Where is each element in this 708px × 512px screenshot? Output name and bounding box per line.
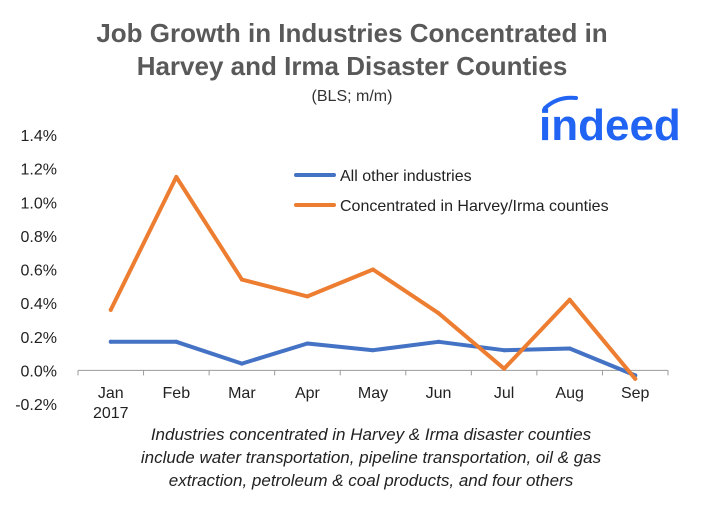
note-line-3: extraction, petroleum & coal products, a…	[169, 471, 574, 490]
chart-title-line-1: Job Growth in Industries Concentrated in	[96, 18, 607, 48]
series-2-point	[502, 366, 507, 371]
x-tick-label: Aug	[555, 385, 583, 402]
x-axis: Jan 2017 Feb Mar Apr May Jun Jul Aug Sep	[77, 370, 669, 422]
y-tick-label: 0.0%	[21, 363, 57, 380]
series-1-point	[108, 339, 113, 344]
series-2-point	[108, 307, 113, 312]
x-tick-label: May	[358, 385, 388, 402]
series-1-point	[502, 348, 507, 353]
indeed-logo: indeed	[539, 95, 681, 150]
y-tick-label: 0.2%	[21, 330, 57, 347]
y-tick-label: 1.4%	[21, 128, 57, 145]
series-2-point	[436, 311, 441, 316]
series-1-point	[567, 346, 572, 351]
chart-subtitle: (BLS; m/m)	[312, 88, 393, 105]
y-tick-label: 0.6%	[21, 263, 57, 280]
x-tick-label: Sep	[621, 385, 650, 402]
brand-wordmark: indeed	[539, 101, 681, 150]
x-tick-label: Feb	[163, 385, 191, 402]
series-1-point	[305, 341, 310, 346]
note-line-1: Industries concentrated in Harvey & Irma…	[151, 425, 592, 444]
x-tick-label: Jul	[494, 385, 514, 402]
series-2-point	[239, 277, 244, 282]
y-tick-label: 1.0%	[21, 195, 57, 212]
series-2-point	[633, 376, 638, 381]
y-tick-label: 1.2%	[21, 162, 57, 179]
legend: All other industries Concentrated in Harv…	[294, 168, 609, 215]
series-2-point	[371, 267, 375, 272]
series-1-point	[371, 348, 375, 353]
series-2-point	[174, 175, 179, 180]
note-line-2: include water transportation, pipeline t…	[141, 448, 602, 467]
x-tick-label: Jan 2017	[93, 385, 129, 422]
y-tick-label: 0.4%	[21, 296, 57, 313]
x-tick-label: Apr	[295, 385, 321, 402]
chart-title-line-2: Harvey and Irma Disaster Counties	[137, 51, 568, 81]
x-tick-label: Mar	[228, 385, 256, 402]
y-axis: 1.4% 1.2% 1.0% 0.8% 0.6% 0.4% 0.2% 0.0% -0.2%	[15, 128, 668, 414]
y-tick-label: -0.2%	[15, 397, 57, 414]
y-tick-label: 0.8%	[21, 229, 57, 246]
series-1-point	[239, 361, 244, 366]
series-2-point	[567, 297, 572, 302]
series-1-point	[174, 339, 179, 344]
series-2-point	[305, 294, 310, 299]
series-1-point	[436, 339, 441, 344]
legend-label-2: Concentrated in Harvey/Irma counties	[340, 198, 609, 215]
logo-arc	[543, 95, 578, 110]
series-layer	[108, 175, 638, 381]
legend-label-1: All other industries	[340, 168, 472, 185]
x-tick-label: Jun	[426, 385, 452, 402]
